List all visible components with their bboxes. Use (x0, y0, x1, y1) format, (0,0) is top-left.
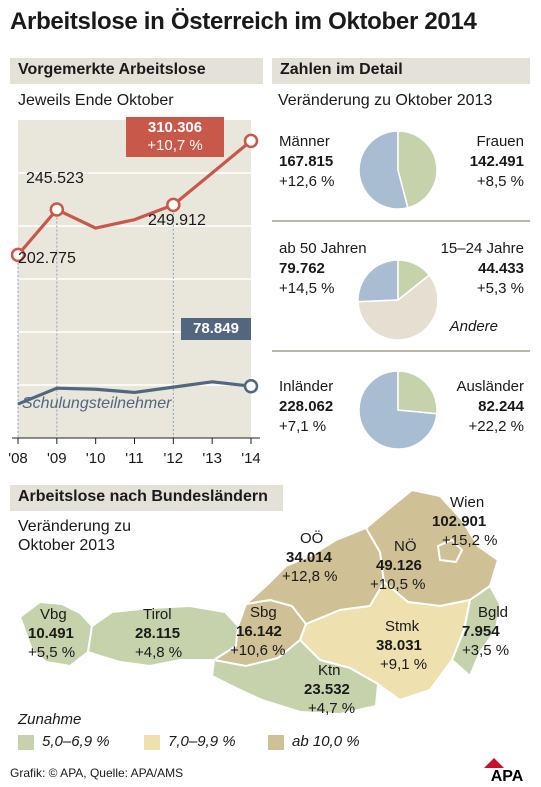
state-name-tirol: Tirol (143, 606, 172, 623)
state-value-noe: 49.126 (376, 557, 422, 574)
legend-label-low: 5,0–6,9 % (42, 733, 110, 750)
region-wien (437, 539, 463, 563)
apa-logo: APA (484, 758, 524, 784)
group3-left-change: +7,1 % (279, 418, 327, 435)
detail-panel-subtitle: Veränderung zu Oktober 2013 (278, 92, 493, 109)
group2-right-change: +5,3 % (476, 280, 524, 297)
state-name-sbg: Sbg (250, 604, 277, 621)
x-tick-label-2: '10 (86, 450, 106, 467)
state-name-wien: Wien (450, 494, 485, 511)
pie2-slice-0 (357, 259, 399, 303)
pie3-slice-1 (397, 370, 438, 415)
state-value-bgld: 7.954 (462, 623, 500, 640)
highlight-callout: 310.306 +10,7 % (126, 117, 224, 157)
group2-other-label: Andere (449, 318, 498, 335)
x-tick-label-1: '09 (47, 450, 67, 467)
group2-left-label: ab 50 Jahren (279, 240, 367, 257)
state-change-vbg: +5,5 % (28, 644, 76, 661)
data-label-2008: 202.775 (18, 250, 76, 267)
highlight-change: +10,7 % (147, 137, 203, 154)
point-arbeitslose-4 (166, 197, 181, 213)
group2-right-label: 15–24 Jahre (440, 240, 524, 257)
legend-swatch-high (268, 735, 284, 750)
x-tick-label-4: '12 (164, 450, 184, 467)
data-label-2012: 249.912 (148, 212, 206, 229)
region-ktn (211, 639, 379, 715)
detail-divider-2 (272, 350, 530, 352)
state-value-wien: 102.901 (432, 513, 487, 530)
pie2-slice-2 (357, 274, 439, 341)
series-line-schulung (17, 380, 252, 406)
group2-right-value: 44.433 (478, 260, 524, 277)
group1-left-change: +12,6 % (279, 173, 335, 190)
map-panel-header: Arbeitslose nach Bundesländern (10, 485, 283, 511)
page-title: Arbeitslose in Österreich im Oktober 201… (10, 8, 477, 35)
state-name-bgld: Bgld (478, 604, 509, 621)
state-change-ooe: +12,8 % (282, 568, 338, 585)
state-change-bgld: +3,5 % (462, 642, 510, 659)
group1-left-value: 167.815 (279, 153, 334, 170)
state-change-noe: +10,5 % (370, 576, 426, 593)
data-label-2009: 245.523 (26, 170, 84, 187)
line-panel-subtitle: Jeweils Ende Oktober (18, 92, 174, 109)
state-change-tirol: +4,8 % (135, 644, 183, 661)
group2-left-value: 79.762 (279, 260, 325, 277)
x-tick-label-6: '14 (241, 450, 261, 467)
x-tick-label-5: '13 (202, 450, 222, 467)
region-bgld (451, 585, 501, 677)
state-name-stmk: Stmk (385, 618, 420, 635)
map-subtitle-line2: Oktober 2013 (18, 537, 115, 554)
state-value-sbg: 16.142 (236, 623, 282, 640)
legend-swatch-low (18, 735, 34, 750)
legend-swatch-mid (144, 735, 160, 750)
line-panel-header: Vorgemerkte Arbeitslose (10, 58, 263, 84)
group1-right-label: Frauen (476, 133, 524, 150)
state-name-ooe: OÖ (300, 530, 324, 547)
state-value-vbg: 10.491 (28, 625, 74, 642)
state-name-ktn: Ktn (318, 662, 341, 679)
training-series-label: Schulungsteilnehmer (22, 395, 172, 412)
x-tick-label-0: '08 (8, 450, 28, 467)
group1-right-change: +8,5 % (476, 173, 524, 190)
group1-left-label: Männer (279, 133, 330, 150)
detail-divider-1 (272, 220, 530, 222)
point-arbeitslose-6 (243, 133, 259, 149)
legend-label-high: ab 10,0 % (292, 733, 360, 750)
apa-logo-text: APA (491, 768, 524, 784)
group2-left-change: +14,5 % (279, 280, 335, 297)
point-arbeitslose-0 (10, 247, 26, 263)
point-schulung-6 (243, 378, 259, 394)
detail-panel-header: Zahlen im Detail (272, 58, 530, 84)
state-value-tirol: 28.115 (135, 625, 181, 642)
map-subtitle-line1: Veränderung zu (18, 518, 131, 535)
state-name-noe: NÖ (394, 538, 417, 555)
x-tick-label-3: '11 (125, 450, 143, 467)
state-change-stmk: +9,1 % (380, 656, 428, 673)
pie1-slice-0 (358, 130, 409, 210)
group3-left-value: 228.062 (279, 398, 334, 415)
state-change-sbg: +10,6 % (230, 642, 286, 659)
state-change-wien: +15,2 % (442, 532, 498, 549)
state-value-stmk: 38.031 (376, 637, 422, 654)
group3-right-value: 82.244 (478, 398, 524, 415)
group3-left-label: Inländer (279, 378, 334, 395)
group3-right-change: +22,2 % (468, 418, 524, 435)
point-arbeitslose-1 (49, 202, 65, 217)
group3-right-label: Ausländer (456, 378, 524, 395)
state-value-ktn: 23.532 (304, 681, 350, 698)
group1-right-value: 142.491 (469, 153, 524, 170)
highlight-value: 310.306 (147, 119, 203, 136)
pie1-slice-1 (397, 130, 438, 209)
source-credit: Grafik: © APA, Quelle: APA/AMS (10, 766, 184, 780)
state-value-ooe: 34.014 (286, 549, 332, 566)
training-callout: 78.849 (181, 318, 251, 340)
legend-label-mid: 7,0–9,9 % (168, 733, 236, 750)
legend-title: Zunahme (18, 711, 82, 728)
state-name-vbg: Vbg (40, 606, 67, 623)
state-change-ktn: +4,7 % (308, 700, 356, 717)
